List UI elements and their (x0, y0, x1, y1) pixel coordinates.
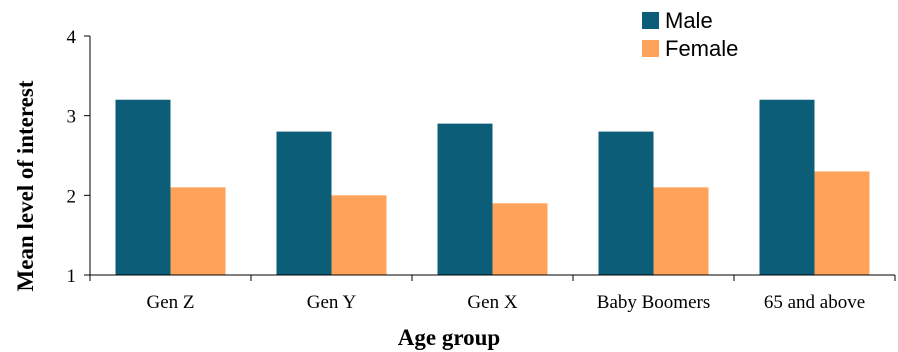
bar-male-gen-z (115, 99, 171, 275)
x-tick-label: Gen X (467, 292, 517, 313)
y-axis-ticks: 1 2 3 4 (67, 27, 90, 287)
legend-swatch-female (642, 40, 659, 57)
bar-female-65-and-above (814, 171, 870, 275)
y-tick-label: 1 (67, 266, 77, 287)
bar-male-baby-boomers (598, 131, 654, 275)
bar-female-gen-z (170, 187, 226, 275)
x-axis-ticks: Gen Z Gen Y Gen X Baby Boomers 65 and above (89, 275, 896, 313)
bar-male-gen-x (437, 123, 493, 275)
legend-label-female: Female (665, 36, 738, 61)
x-tick-label: 65 and above (764, 292, 865, 313)
x-axis-title: Age group (398, 325, 500, 350)
bars-group (115, 99, 870, 275)
legend-label-male: Male (665, 8, 713, 33)
legend: Male Female (642, 8, 738, 61)
bar-male-65-and-above (759, 99, 815, 275)
x-tick-label: Gen Y (307, 292, 357, 313)
x-tick-label: Baby Boomers (597, 292, 710, 313)
y-tick-label: 4 (67, 27, 77, 48)
bar-female-gen-x (492, 203, 548, 275)
bar-male-gen-y (276, 131, 332, 275)
legend-swatch-male (642, 12, 659, 29)
y-tick-label: 3 (67, 107, 77, 128)
bar-female-gen-y (331, 195, 387, 275)
y-axis-title: Mean level of interest (13, 80, 38, 291)
bar-female-baby-boomers (653, 187, 709, 275)
x-tick-label: Gen Z (146, 292, 194, 313)
y-tick-label: 2 (67, 186, 77, 207)
